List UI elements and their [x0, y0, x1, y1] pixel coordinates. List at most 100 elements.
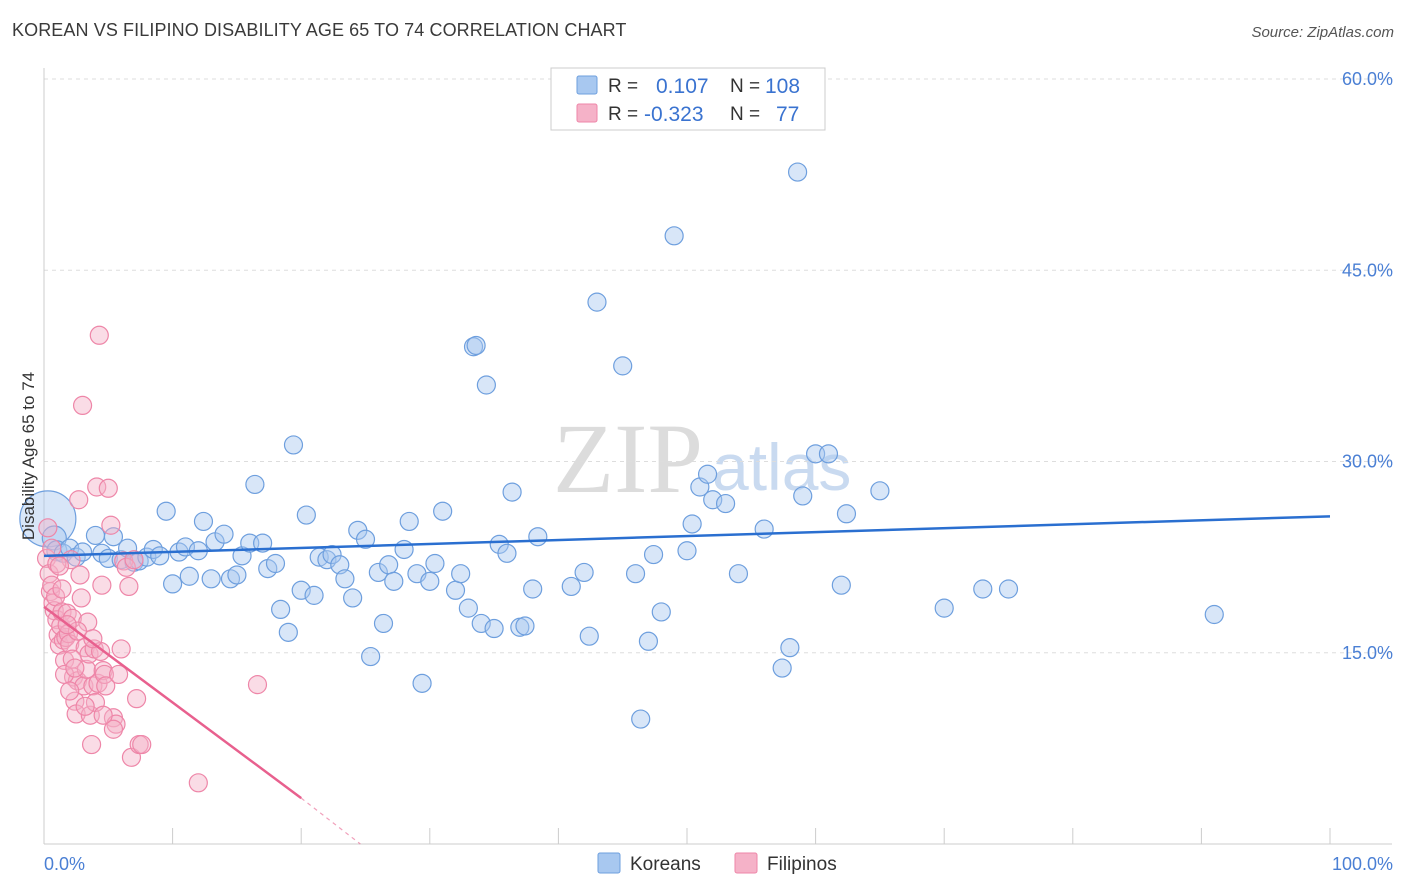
korean-point	[373, 613, 394, 634]
filipino-point	[124, 550, 144, 570]
korean-point	[587, 292, 607, 312]
legend-n-label-filipino: N =	[730, 104, 760, 125]
korean-point	[780, 638, 800, 658]
korean-point	[664, 226, 684, 246]
korean-point	[651, 602, 671, 622]
korean-point	[433, 501, 453, 521]
filipino-point	[42, 538, 62, 558]
filipinos-swatch	[734, 852, 758, 874]
korean-point	[361, 646, 381, 667]
korean-points	[19, 162, 1224, 729]
korean-point	[451, 564, 471, 584]
filipino-point	[92, 575, 112, 595]
korean-point	[291, 580, 311, 600]
korean-point	[613, 356, 633, 376]
x-tick-label-min: 0.0%	[44, 854, 85, 874]
korean-point	[179, 566, 199, 586]
korean-point	[870, 481, 890, 501]
korean-point	[317, 550, 337, 570]
filipino-point	[49, 556, 70, 576]
korean-point	[322, 544, 342, 565]
korean-point	[831, 575, 851, 595]
korean-point	[836, 504, 857, 524]
korean-point	[458, 598, 478, 618]
korean-point	[787, 162, 808, 182]
korean-point	[343, 588, 363, 608]
filipino-point	[40, 581, 61, 602]
korean-point	[420, 571, 440, 591]
korean-point	[296, 505, 316, 525]
korean-point	[497, 543, 517, 563]
filipino-point	[247, 675, 268, 695]
korean-point	[934, 598, 954, 618]
korean-point	[265, 553, 286, 574]
korean-point	[466, 335, 486, 356]
filipino-point	[101, 515, 121, 535]
filipino-points	[36, 325, 268, 793]
korean-point	[638, 631, 659, 651]
filipino-point	[65, 658, 85, 678]
correlation-legend: R = 0.107 N = 108 R = -0.323 N = 77	[550, 67, 826, 131]
filipino-point	[38, 518, 58, 538]
korean-point	[399, 511, 419, 532]
filipino-point	[57, 603, 77, 623]
legend-n-value-korean: 108	[765, 75, 800, 98]
legend-r-label-filipino: R =	[608, 104, 638, 125]
legend-r-label-korean: R =	[608, 76, 638, 97]
korean-point	[471, 613, 491, 634]
korean-point	[283, 435, 304, 455]
y-tick-label: 15.0%	[1342, 643, 1393, 663]
y-tick-label: 45.0%	[1342, 260, 1393, 280]
filipino-point	[70, 565, 90, 585]
koreans-swatch	[597, 852, 621, 874]
y-tick-label: 60.0%	[1342, 69, 1393, 89]
korean-point	[528, 527, 548, 547]
korean-point	[793, 486, 813, 506]
trend-lines	[43, 515, 1331, 845]
series-legend: Koreans Filipinos	[597, 852, 837, 875]
x-tick-label-max: 100.0%	[1332, 854, 1393, 874]
korean-point	[625, 564, 646, 584]
korean-trend-line	[43, 515, 1331, 558]
korean-point	[574, 562, 594, 583]
korean-point	[103, 527, 124, 547]
filipino-point	[75, 696, 95, 716]
source-label: Source: ZipAtlas.com	[1251, 24, 1394, 41]
y-axis-title: Disability Age 65 to 74	[19, 372, 38, 540]
filipino-point	[83, 629, 103, 649]
legend-r-value-korean: 0.107	[656, 75, 709, 98]
filipino-trend-extension	[300, 797, 361, 845]
korean-point	[85, 525, 106, 546]
filipino-point	[132, 734, 152, 755]
korean-point	[973, 579, 993, 599]
filipino-point	[108, 664, 129, 685]
korean-point	[643, 544, 664, 565]
koreans-label: Koreans	[630, 854, 701, 875]
korean-point	[150, 546, 170, 566]
filipino-trend-line	[43, 605, 302, 800]
filipino-point	[126, 689, 147, 709]
korean-point	[445, 580, 466, 600]
filipino-point	[116, 557, 136, 577]
legend-r-value-filipino: -0.323	[644, 103, 704, 126]
korean-legend-swatch	[576, 75, 598, 95]
filipino-point	[52, 579, 72, 599]
watermark-zip: ZIP	[553, 403, 703, 514]
korean-point	[245, 474, 265, 495]
filipino-point	[93, 705, 113, 725]
y-tick-label: 30.0%	[1342, 452, 1393, 472]
korean-point	[253, 533, 273, 553]
filipino-point	[69, 490, 89, 510]
korean-point	[278, 622, 298, 642]
korean-point	[728, 564, 749, 584]
korean-point	[394, 539, 414, 560]
filipino-point	[119, 576, 139, 597]
korean-point	[355, 529, 376, 549]
korean-point	[384, 571, 404, 591]
korean-point	[193, 511, 214, 532]
filipino-point	[98, 478, 118, 498]
chart-title: KOREAN VS FILIPINO DISABILITY AGE 65 TO …	[12, 20, 627, 40]
korean-point	[1204, 604, 1224, 625]
korean-point	[425, 553, 445, 574]
korean-point	[214, 524, 234, 544]
